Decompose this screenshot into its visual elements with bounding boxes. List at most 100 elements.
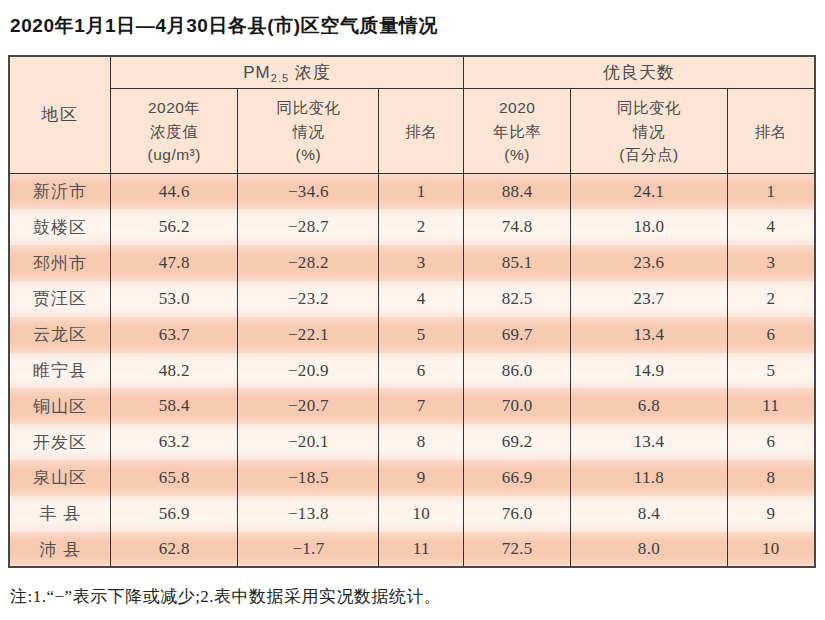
region-cell: 沛 县: [9, 532, 111, 568]
header-pm25-yoy-unit: (%): [240, 143, 376, 166]
header-concentration-unit: (ug/m³): [113, 143, 235, 166]
header-ratio-line2: 年比率: [466, 120, 568, 143]
pm25-yoy-cell: −18.5: [238, 460, 379, 496]
days-yoy-cell: 13.4: [571, 317, 727, 353]
header-pm25-rank: 排名: [379, 89, 464, 174]
header-days-yoy-line1: 同比变化: [573, 96, 724, 119]
pm25-rank-cell: 3: [379, 245, 464, 281]
pm25-conc-cell: 62.8: [111, 532, 238, 568]
days-rank-cell: 8: [727, 460, 815, 496]
header-good-days-yoy-change: 同比变化 情况 (百分点): [571, 89, 727, 174]
pm25-yoy-cell: −20.1: [238, 424, 379, 460]
table-footnote: 注:1.“−”表示下降或减少;2.表中数据采用实况数据统计。: [10, 585, 815, 608]
pm25-conc-cell: 65.8: [111, 460, 238, 496]
pm25-conc-cell: 48.2: [111, 353, 238, 389]
pm25-yoy-cell: −28.7: [238, 209, 379, 245]
pm25-conc-cell: 58.4: [111, 388, 238, 424]
days-yoy-cell: 6.8: [571, 388, 727, 424]
days-yoy-cell: 11.8: [571, 460, 727, 496]
region-cell: 贾汪区: [9, 281, 111, 317]
pm25-conc-cell: 44.6: [111, 174, 238, 210]
pm25-subscript: 2.5: [271, 72, 289, 84]
header-pm25-group: PM2.5 浓度: [111, 56, 464, 89]
header-concentration-line1: 2020年: [113, 96, 235, 119]
days-rank-cell: 11: [727, 388, 815, 424]
days-yoy-cell: 14.9: [571, 353, 727, 389]
days-yoy-cell: 13.4: [571, 424, 727, 460]
days-ratio-cell: 85.1: [464, 245, 571, 281]
page-title: 2020年1月1日—4月30日各县(市)区空气质量情况: [10, 14, 815, 39]
days-ratio-cell: 69.2: [464, 424, 571, 460]
days-ratio-cell: 86.0: [464, 353, 571, 389]
days-rank-cell: 10: [727, 532, 815, 568]
days-rank-cell: 6: [727, 424, 815, 460]
days-ratio-cell: 72.5: [464, 532, 571, 568]
pm25-yoy-cell: −1.7: [238, 532, 379, 568]
pm25-rank-cell: 6: [379, 353, 464, 389]
table-row: 沛 县 62.8 −1.7 11 72.5 8.0 10: [9, 532, 815, 568]
region-cell: 开发区: [9, 424, 111, 460]
table-row: 邳州市 47.8 −28.2 3 85.1 23.6 3: [9, 245, 815, 281]
table-row: 鼓楼区 56.2 −28.7 2 74.8 18.0 4: [9, 209, 815, 245]
pm25-yoy-cell: −34.6: [238, 174, 379, 210]
header-region: 地区: [9, 56, 111, 174]
days-yoy-cell: 18.0: [571, 209, 727, 245]
days-ratio-cell: 76.0: [464, 496, 571, 532]
pm25-conc-cell: 47.8: [111, 245, 238, 281]
region-cell: 泉山区: [9, 460, 111, 496]
days-yoy-cell: 23.6: [571, 245, 727, 281]
table-row: 泉山区 65.8 −18.5 9 66.9 11.8 8: [9, 460, 815, 496]
pm25-rank-cell: 9: [379, 460, 464, 496]
header-good-days-group: 优良天数: [464, 56, 815, 89]
table-row: 云龙区 63.7 −22.1 5 69.7 13.4 6: [9, 317, 815, 353]
days-yoy-cell: 23.7: [571, 281, 727, 317]
header-days-yoy-line2: 情况: [573, 120, 724, 143]
table-row: 贾汪区 53.0 −23.2 4 82.5 23.7 2: [9, 281, 815, 317]
days-yoy-cell: 8.4: [571, 496, 727, 532]
pm25-rank-cell: 11: [379, 532, 464, 568]
table-row: 睢宁县 48.2 −20.9 6 86.0 14.9 5: [9, 353, 815, 389]
region-cell: 鼓楼区: [9, 209, 111, 245]
pm25-conc-cell: 56.9: [111, 496, 238, 532]
days-ratio-cell: 88.4: [464, 174, 571, 210]
days-rank-cell: 4: [727, 209, 815, 245]
pm25-rank-cell: 8: [379, 424, 464, 460]
header-pm25-yoy-line2: 情况: [240, 120, 376, 143]
region-cell: 邳州市: [9, 245, 111, 281]
pm25-yoy-cell: −20.7: [238, 388, 379, 424]
pm25-yoy-cell: −22.1: [238, 317, 379, 353]
header-pm25-yoy-line1: 同比变化: [240, 96, 376, 119]
region-cell: 睢宁县: [9, 353, 111, 389]
pm25-conc-cell: 63.2: [111, 424, 238, 460]
pm25-rank-cell: 10: [379, 496, 464, 532]
days-rank-cell: 2: [727, 281, 815, 317]
pm25-rank-cell: 7: [379, 388, 464, 424]
days-rank-cell: 1: [727, 174, 815, 210]
days-ratio-cell: 70.0: [464, 388, 571, 424]
header-concentration: 2020年 浓度值 (ug/m³): [111, 89, 238, 174]
air-quality-table: 地区 PM2.5 浓度 优良天数 2020年 浓度值 (ug/m³) 同比变化 …: [8, 55, 816, 569]
days-ratio-cell: 82.5: [464, 281, 571, 317]
days-rank-cell: 3: [727, 245, 815, 281]
days-ratio-cell: 69.7: [464, 317, 571, 353]
page: 2020年1月1日—4月30日各县(市)区空气质量情况 地区 PM2.5 浓度 …: [0, 0, 825, 608]
table-row: 铜山区 58.4 −20.7 7 70.0 6.8 11: [9, 388, 815, 424]
table-row: 丰 县 56.9 −13.8 10 76.0 8.4 9: [9, 496, 815, 532]
header-good-days-rank: 排名: [727, 89, 815, 174]
region-cell: 新沂市: [9, 174, 111, 210]
table-row: 新沂市 44.6 −34.6 1 88.4 24.1 1: [9, 174, 815, 210]
header-days-yoy-unit: (百分点): [573, 143, 724, 166]
table-body: 新沂市 44.6 −34.6 1 88.4 24.1 1 鼓楼区 56.2 −2…: [9, 174, 815, 568]
pm25-rank-cell: 5: [379, 317, 464, 353]
days-rank-cell: 5: [727, 353, 815, 389]
days-rank-cell: 9: [727, 496, 815, 532]
days-yoy-cell: 8.0: [571, 532, 727, 568]
pm25-conc-cell: 53.0: [111, 281, 238, 317]
header-pm25-yoy-change: 同比变化 情况 (%): [238, 89, 379, 174]
table-header: 地区 PM2.5 浓度 优良天数 2020年 浓度值 (ug/m³) 同比变化 …: [9, 56, 815, 174]
region-cell: 云龙区: [9, 317, 111, 353]
header-ratio-line1: 2020: [466, 96, 568, 119]
pm25-conc-cell: 56.2: [111, 209, 238, 245]
pm25-rank-cell: 1: [379, 174, 464, 210]
pm25-yoy-cell: −20.9: [238, 353, 379, 389]
